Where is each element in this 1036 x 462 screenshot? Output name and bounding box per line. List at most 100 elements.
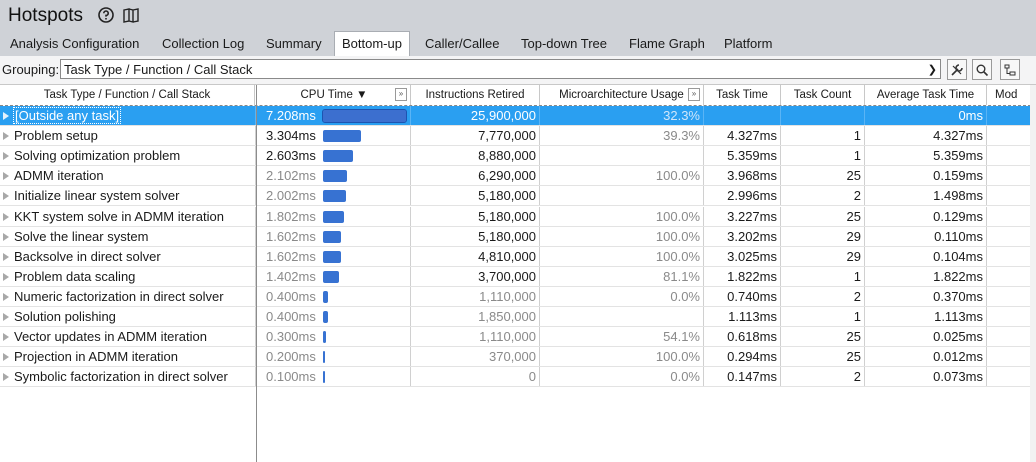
expand-arrow-icon[interactable] (3, 313, 9, 321)
cpu-time-bar (323, 331, 326, 344)
col-header-mod[interactable]: Mod (995, 89, 1018, 101)
col-header-avg-time[interactable]: Average Task Time (865, 85, 987, 105)
table-row[interactable]: Projection in ADMM iteration 0.200ms 370,0… (0, 347, 1036, 368)
row-name: Backsolve in direct solver (14, 248, 161, 264)
instr-cell: 6,290,000 (411, 166, 540, 186)
table-row[interactable]: Problem data scaling 1.402ms 3,700,000 81.1… (0, 266, 1036, 287)
tab-bottom-up[interactable]: Bottom-up (334, 31, 410, 56)
expand-arrow-icon[interactable] (3, 353, 9, 362)
tab-caller-callee[interactable]: Caller/Callee (425, 36, 500, 51)
table-row[interactable]: [Outside any task] 7.208ms 25,900,000 32.3%… (0, 106, 1036, 126)
expand-arrow-icon[interactable] (3, 152, 9, 161)
instr-cell: 25,900,000 (411, 106, 540, 125)
module-cell (987, 166, 1036, 185)
tab-platform[interactable]: Platform (724, 36, 773, 51)
grid-header: Task Type / Function / Call Stack CPU Ti… (0, 85, 1036, 106)
cpu-time-value: 1.602ms (266, 248, 316, 264)
row-name: Solve the linear system (14, 228, 149, 244)
expand-arrow-icon[interactable] (3, 333, 9, 342)
expand-arrow-icon[interactable] (3, 112, 9, 120)
grouping-select[interactable]: Task Type / Function / Call Stack ❯ (60, 59, 941, 79)
help-circle-icon[interactable] (97, 6, 115, 24)
table-row[interactable]: ADMM iteration 2.102ms 6,290,000 100.0% 3.96… (0, 166, 1036, 187)
cpu-time-cell: 1.802ms (258, 206, 411, 226)
task-count-cell: 1 (781, 126, 865, 146)
task-time-cell: 3.968ms (704, 166, 781, 186)
cpu-time-value: 2.102ms (266, 168, 316, 184)
expand-arrow-icon[interactable] (3, 192, 9, 201)
expand-arrow-icon[interactable] (3, 212, 9, 221)
avg-time-cell: 0ms (865, 106, 987, 125)
expand-column-icon[interactable]: » (688, 88, 700, 101)
bottom-up-grid: Task Type / Function / Call Stack CPU Ti… (0, 85, 1036, 462)
table-row[interactable]: Vector updates in ADMM iteration 0.300ms 1… (0, 327, 1036, 348)
tab-analysis-configuration[interactable]: Analysis Configuration (10, 36, 140, 51)
micro-cell: 81.1% (540, 266, 704, 286)
col-header-task-count[interactable]: Task Count (781, 85, 865, 105)
module-cell (987, 347, 1036, 366)
module-cell (987, 186, 1036, 205)
cpu-time-value: 7.208ms (266, 108, 316, 123)
cpu-time-value: 1.802ms (266, 208, 316, 224)
search-icon[interactable] (972, 59, 992, 80)
task-time-cell: 1.822ms (704, 266, 781, 286)
cpu-time-cell: 0.300ms (258, 327, 411, 347)
table-row[interactable]: Solve the linear system 1.602ms 5,180,000 1… (0, 226, 1036, 247)
scrollbar-track[interactable] (1030, 85, 1036, 462)
cpu-time-value: 1.602ms (266, 228, 316, 244)
row-name-cell: Solving optimization problem (0, 146, 256, 166)
tab-top-down-tree[interactable]: Top-down Tree (521, 36, 607, 51)
instr-cell: 4,810,000 (411, 246, 540, 266)
expand-arrow-icon[interactable] (3, 252, 9, 261)
row-name-cell: Projection in ADMM iteration (0, 347, 256, 367)
tab-summary[interactable]: Summary (266, 36, 322, 51)
col-header-instr[interactable]: Instructions Retired (411, 85, 540, 105)
tab-flame-graph[interactable]: Flame Graph (629, 36, 705, 51)
table-row[interactable]: Solving optimization problem 2.603ms 8,880… (0, 146, 1036, 167)
table-row[interactable]: Backsolve in direct solver 1.602ms 4,810,0… (0, 246, 1036, 267)
avg-time-cell: 1.822ms (865, 266, 987, 286)
cpu-time-cell: 0.400ms (258, 286, 411, 306)
task-count-cell (781, 106, 865, 125)
instr-cell: 7,770,000 (411, 126, 540, 146)
col-header-task[interactable]: Task Type / Function / Call Stack (0, 85, 255, 105)
task-time-cell: 2.996ms (704, 186, 781, 206)
book-icon[interactable] (122, 6, 140, 24)
tab-collection-log[interactable]: Collection Log (162, 36, 245, 51)
table-row[interactable]: Problem setup 3.304ms 7,770,000 39.3% 4.327m… (0, 126, 1036, 147)
table-row[interactable]: Symbolic factorization in direct solver 0… (0, 367, 1036, 388)
col-header-task-time[interactable]: Task Time (704, 85, 781, 105)
expand-arrow-icon[interactable] (3, 272, 9, 281)
table-row[interactable]: Solution polishing 0.400ms 1,850,000 1.113m… (0, 307, 1036, 327)
col-header-micro[interactable]: Microarchitecture Usage » (540, 85, 704, 105)
module-cell (987, 267, 1036, 286)
task-time-cell: 5.359ms (704, 146, 781, 166)
cpu-time-bar (323, 290, 328, 303)
micro-cell: 0.0% (540, 286, 704, 306)
micro-cell (540, 146, 704, 166)
row-name-cell: Solve the linear system (0, 226, 256, 246)
task-count-cell: 25 (781, 206, 865, 226)
expand-column-icon[interactable]: » (395, 88, 407, 101)
instr-cell: 370,000 (411, 347, 540, 367)
cpu-time-cell: 2.102ms (258, 166, 411, 186)
expand-arrow-icon[interactable] (3, 172, 9, 181)
expand-arrow-icon[interactable] (3, 373, 9, 382)
column-splitter[interactable] (256, 85, 257, 462)
wrench-icon[interactable] (947, 59, 967, 80)
cpu-time-bar (323, 210, 344, 223)
task-time-cell: 0.294ms (704, 347, 781, 367)
expand-arrow-icon[interactable] (3, 292, 9, 301)
avg-time-cell: 0.129ms (865, 206, 987, 226)
tree-view-icon[interactable] (1000, 59, 1020, 80)
expand-arrow-icon[interactable] (3, 132, 9, 141)
table-row[interactable]: Initialize linear system solver 2.002ms 5,… (0, 186, 1036, 207)
micro-cell: 54.1% (540, 327, 704, 347)
task-time-cell: 3.202ms (704, 226, 781, 246)
table-row[interactable]: Numeric factorization in direct solver 0.… (0, 286, 1036, 307)
table-row[interactable]: KKT system solve in ADMM iteration 1.802m… (0, 206, 1036, 227)
col-header-cpu[interactable]: CPU Time ▼ » (258, 85, 411, 105)
expand-arrow-icon[interactable] (3, 232, 9, 241)
task-count-cell: 25 (781, 327, 865, 347)
cpu-time-bar (323, 130, 361, 143)
